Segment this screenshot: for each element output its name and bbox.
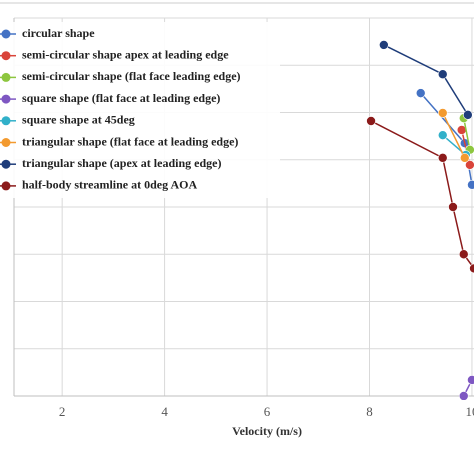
data-point bbox=[437, 130, 448, 140]
legend-label: semi-circular shape apex at leading edge bbox=[22, 47, 229, 61]
data-point bbox=[437, 153, 448, 163]
legend-label: square shape at 45deg bbox=[22, 113, 135, 127]
data-point bbox=[448, 202, 458, 212]
data-point bbox=[458, 391, 469, 400]
data-point bbox=[437, 69, 448, 80]
data-point bbox=[465, 160, 474, 170]
x-tick-label: 6 bbox=[264, 404, 271, 419]
series-line bbox=[370, 120, 474, 269]
series-line bbox=[383, 44, 469, 116]
legend-swatch bbox=[1, 94, 11, 104]
labels: 2 4 6 8 10 bbox=[59, 404, 474, 419]
legend-swatch bbox=[1, 29, 11, 39]
data-point bbox=[415, 88, 426, 98]
legend: circular shape semi-circular shape apex a… bbox=[0, 22, 280, 198]
x-axis-label: Velocity (m/s) bbox=[232, 424, 302, 438]
legend-swatch bbox=[1, 116, 11, 126]
plot-area bbox=[366, 40, 474, 400]
legend-label: square shape (flat face at leading edge) bbox=[22, 91, 220, 105]
legend-swatch bbox=[1, 51, 11, 61]
legend-label: triangular shape (flat face at leading e… bbox=[22, 134, 238, 148]
data-point bbox=[469, 263, 474, 274]
x-tick-label: 2 bbox=[59, 404, 66, 419]
legend-label: triangular shape (apex at leading edge) bbox=[22, 156, 221, 170]
legend-label: circular shape bbox=[22, 26, 95, 40]
legend-swatch bbox=[1, 181, 11, 191]
series-line bbox=[442, 112, 466, 159]
series-line bbox=[463, 118, 471, 150]
data-point bbox=[366, 116, 376, 126]
legend-box bbox=[0, 22, 280, 198]
x-tick-label: 10 bbox=[465, 404, 474, 419]
data-point bbox=[437, 108, 448, 118]
data-point bbox=[467, 375, 474, 385]
legend-label: half-body streamline at 0deg AOA bbox=[22, 178, 197, 192]
data-point bbox=[459, 153, 470, 163]
x-tick-label: 8 bbox=[366, 404, 373, 419]
legend-label: semi-circular shape (flat face leading e… bbox=[22, 69, 241, 83]
x-tick-label: 4 bbox=[161, 404, 168, 419]
legend-swatch bbox=[1, 159, 11, 169]
data-point bbox=[463, 110, 473, 120]
data-point bbox=[467, 179, 474, 190]
legend-swatch bbox=[1, 72, 11, 82]
legend-swatch bbox=[1, 138, 11, 147]
data-point bbox=[379, 40, 389, 50]
data-point bbox=[458, 249, 469, 260]
